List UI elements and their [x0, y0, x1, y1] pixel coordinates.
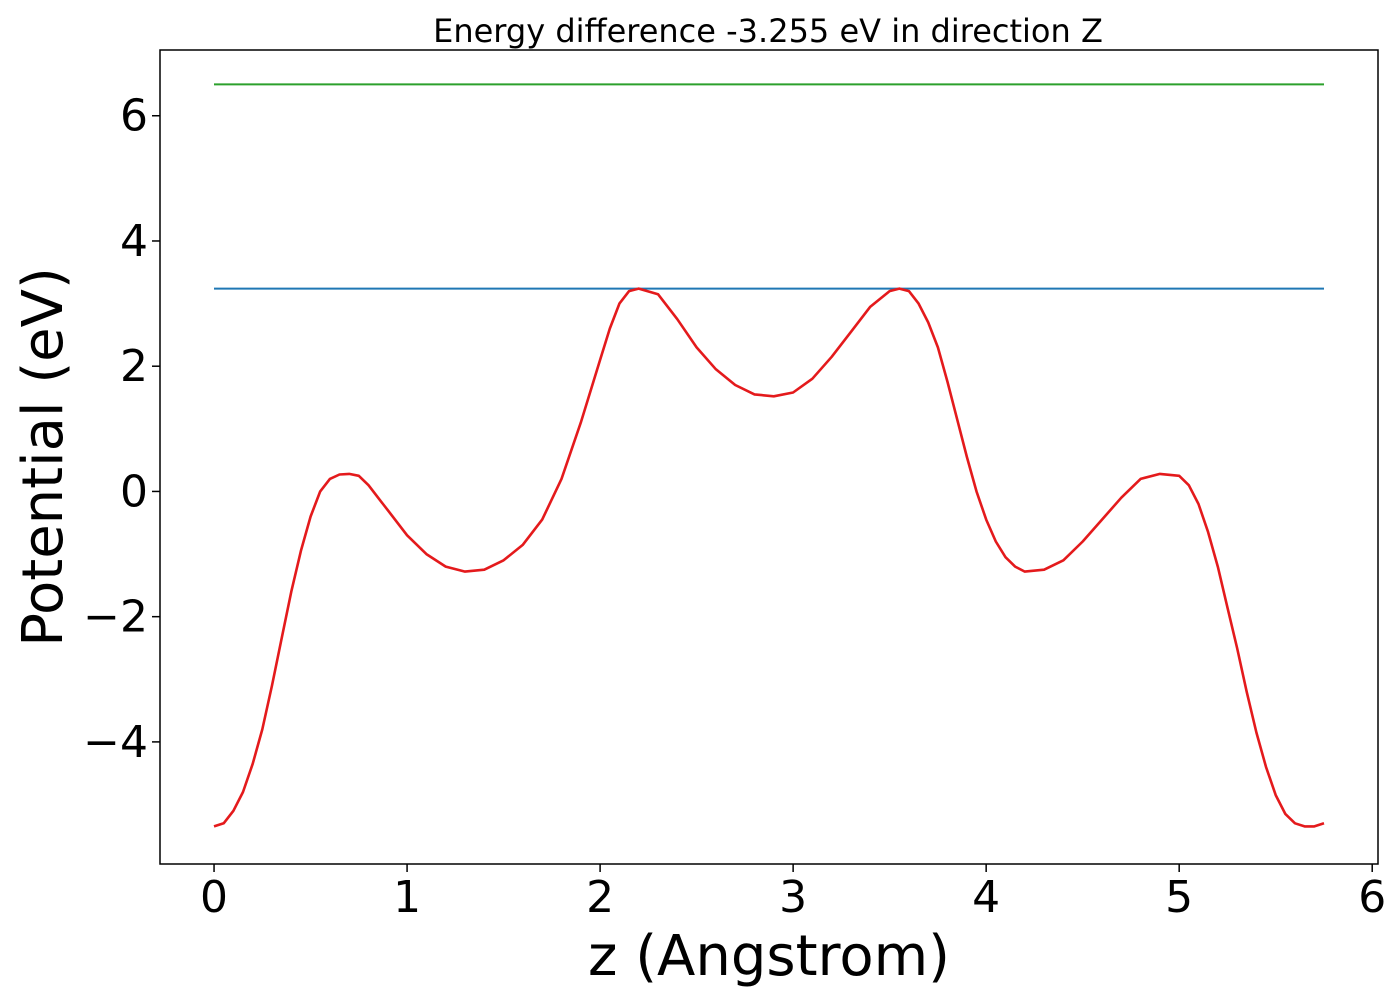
series-layer — [213, 83, 1325, 828]
x-tick-label: 5 — [1165, 872, 1193, 923]
y-tick-label: −4 — [83, 717, 148, 768]
y-tick-label: 4 — [120, 216, 148, 267]
y-tick-label: 2 — [120, 341, 148, 392]
y-tick-label: 0 — [120, 466, 148, 517]
x-tick-label: 1 — [393, 872, 421, 923]
y-tick-label: −2 — [83, 592, 148, 643]
x-tick-label: 2 — [586, 872, 614, 923]
x-tick-label: 3 — [779, 872, 807, 923]
plot-frame — [159, 49, 1379, 865]
y-axis: −4 −2 0 2 4 6 — [83, 91, 160, 768]
x-axis-label: z (Angstrom) — [588, 924, 950, 989]
y-tick-label: 6 — [120, 91, 148, 142]
chart-title: Energy difference -3.255 eV in direction… — [433, 12, 1103, 50]
series-line-3 — [213, 287, 1325, 828]
x-axis: 0 1 2 3 4 5 6 — [200, 864, 1386, 923]
x-tick-label: 4 — [972, 872, 1000, 923]
x-tick-label: 0 — [200, 872, 228, 923]
y-axis-label: Potential (eV) — [11, 267, 76, 647]
x-tick-label: 6 — [1358, 872, 1386, 923]
